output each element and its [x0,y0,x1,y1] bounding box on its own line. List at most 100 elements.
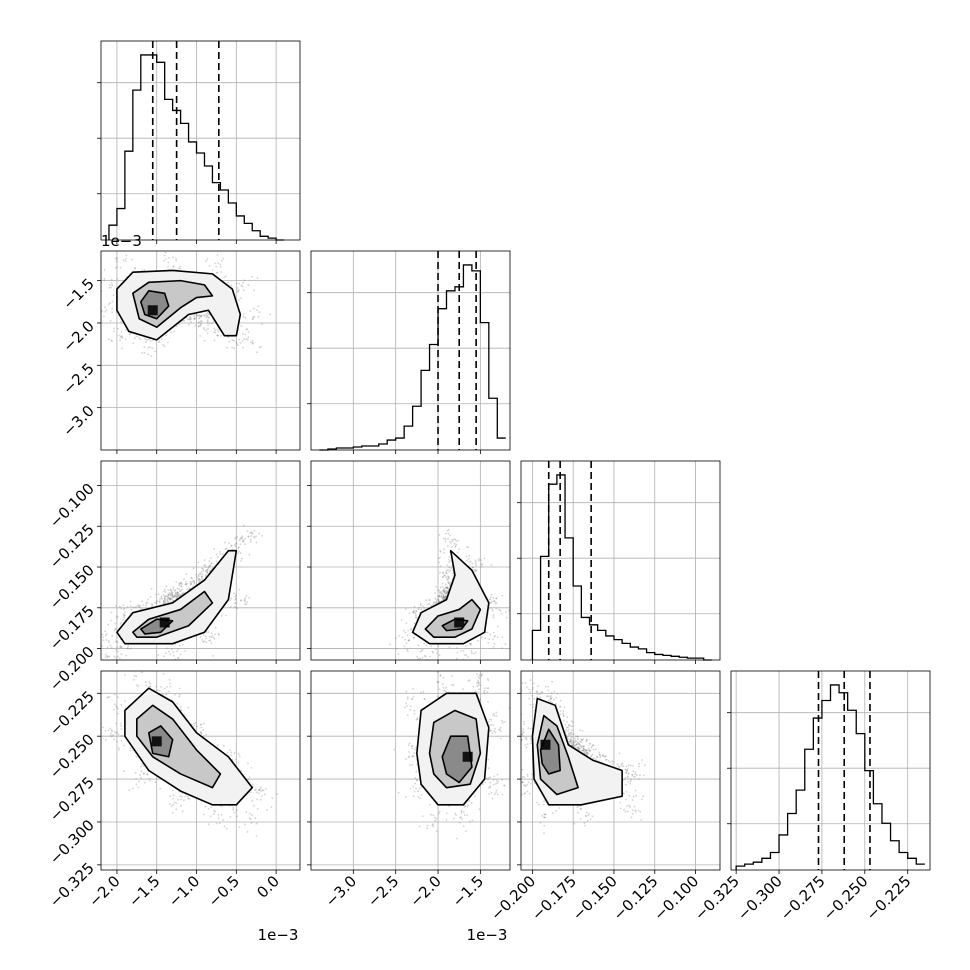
contour-line [411,549,490,645]
sample-point [253,316,256,318]
sample-point [405,702,408,705]
sample-point [251,275,254,278]
sample-point [125,654,127,657]
sample-point [130,605,132,607]
sample-point [107,655,109,658]
sample-point [199,573,202,576]
sample-point [180,585,183,587]
sample-point [397,653,400,655]
sample-point [172,797,174,800]
sample-point [484,668,486,670]
sample-point [416,718,419,721]
sample-point [477,682,480,684]
sample-point [443,590,446,593]
sample-point [193,318,195,320]
sample-point [159,598,161,601]
sample-point [174,589,177,592]
sample-point [468,800,471,802]
sample-point [244,316,247,319]
sample-point [434,592,436,594]
sample-point [436,681,439,683]
sample-point [206,322,209,324]
sample-point [172,794,175,797]
sample-point [439,591,441,594]
sample-point [236,815,239,818]
sample-point [211,269,214,271]
sample-point [114,622,117,625]
sample-point [442,571,444,574]
sample-point [177,595,179,597]
sample-point [444,690,447,693]
sample-point [103,279,106,282]
sample-point [195,721,197,724]
sample-point [443,574,446,577]
sample-point [171,591,174,594]
sample-point [269,313,271,316]
sample-point [193,583,196,585]
sample-point [199,324,202,327]
sample-point [456,647,458,649]
sample-point [199,579,202,582]
sample-point [240,284,243,287]
sample-point [445,571,447,573]
sample-point [411,697,413,700]
sample-point [102,636,105,638]
sample-point [246,601,249,603]
sample-point [256,798,259,801]
sample-point [227,336,230,339]
x-tick-label: −0.250 [820,872,872,924]
sample-point [253,804,255,807]
sample-point [401,636,404,639]
sample-point [446,564,449,566]
sample-point [432,603,434,606]
sample-point [494,783,497,785]
sample-point [108,284,111,286]
sample-point [242,289,245,292]
sample-point [184,795,187,798]
sample-point [493,715,496,717]
sample-point [138,605,141,608]
sample-point [500,719,503,722]
sample-point [150,603,153,606]
sample-point [210,562,213,565]
sample-point [195,573,197,576]
sample-point [238,282,241,285]
sample-point [173,801,176,804]
sample-point [109,302,112,305]
sample-point [168,650,170,653]
sample-point [536,691,538,693]
sample-point [412,786,415,788]
sample-point [408,639,411,642]
sample-point [447,528,450,531]
sample-point [221,259,223,262]
sample-point [437,644,440,647]
sample-point [116,257,119,260]
sample-point [215,265,218,268]
sample-point [164,251,167,254]
sample-point [116,740,118,743]
sample-point [419,797,422,799]
sample-point [448,805,451,807]
sample-point [223,276,226,279]
sample-point [170,589,173,592]
sample-point [439,674,442,676]
sample-point [414,612,417,615]
sample-point [424,655,427,658]
sample-point [495,789,498,792]
sample-point [229,749,232,751]
sample-point [102,660,104,662]
sample-point [204,570,207,572]
sample-point [197,321,200,324]
sample-point [489,786,492,789]
sample-point [146,773,149,775]
sample-point [174,593,177,596]
sample-point [420,691,422,694]
sample-point [166,686,168,688]
sample-point [200,731,202,733]
sample-point [199,636,202,639]
axis-frame [520,460,721,661]
sample-point [144,781,146,784]
sample-point [189,318,192,321]
sample-point [411,744,414,747]
